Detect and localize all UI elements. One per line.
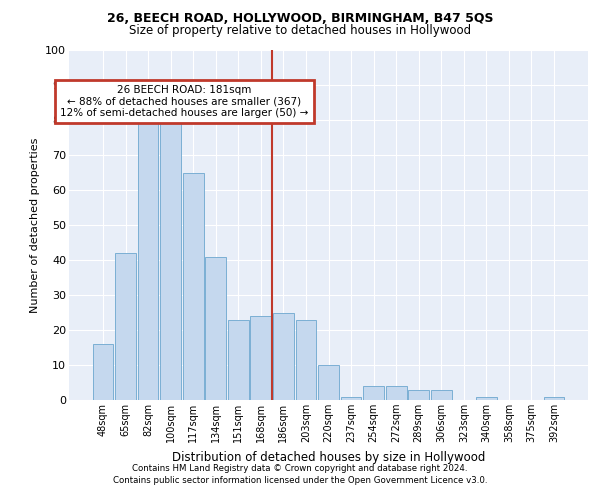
Bar [228, 320, 248, 400]
Text: Contains public sector information licensed under the Open Government Licence v3: Contains public sector information licen… [113, 476, 487, 485]
Text: 26 BEECH ROAD: 181sqm
← 88% of detached houses are smaller (367)
12% of semi-det: 26 BEECH ROAD: 181sqm ← 88% of detached … [60, 85, 308, 118]
Bar [363, 386, 384, 400]
Bar [544, 396, 565, 400]
Bar [476, 396, 497, 400]
Bar [92, 344, 113, 400]
X-axis label: Distribution of detached houses by size in Hollywood: Distribution of detached houses by size … [172, 450, 485, 464]
Text: Contains HM Land Registry data © Crown copyright and database right 2024.: Contains HM Land Registry data © Crown c… [132, 464, 468, 473]
Bar [296, 320, 316, 400]
Bar [183, 172, 203, 400]
Bar [318, 365, 339, 400]
Bar [431, 390, 452, 400]
Bar [160, 110, 181, 400]
Text: Size of property relative to detached houses in Hollywood: Size of property relative to detached ho… [129, 24, 471, 37]
Bar [250, 316, 271, 400]
Bar [386, 386, 407, 400]
Bar [137, 116, 158, 400]
Bar [115, 253, 136, 400]
Bar [409, 390, 429, 400]
Text: 26, BEECH ROAD, HOLLYWOOD, BIRMINGHAM, B47 5QS: 26, BEECH ROAD, HOLLYWOOD, BIRMINGHAM, B… [107, 12, 493, 26]
Bar [273, 312, 294, 400]
Bar [205, 256, 226, 400]
Y-axis label: Number of detached properties: Number of detached properties [29, 138, 40, 312]
Bar [341, 396, 361, 400]
